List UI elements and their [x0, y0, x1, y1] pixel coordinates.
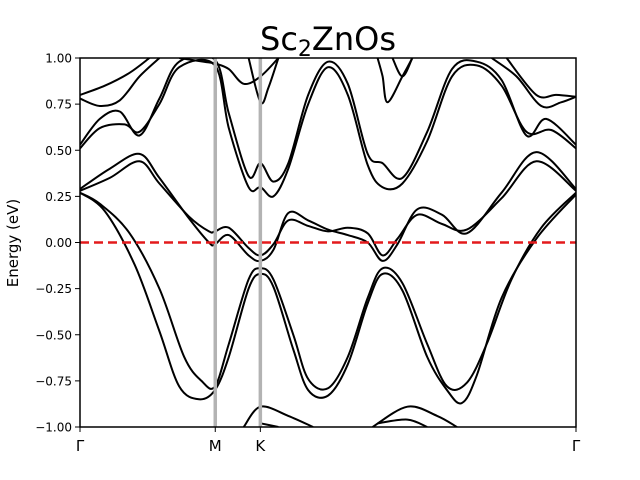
- band-line-3: [80, 151, 576, 263]
- band-line-11: [391, 58, 414, 78]
- band-line-17: [377, 418, 428, 427]
- band-line-14: [242, 405, 314, 427]
- band-line-4: [80, 58, 576, 198]
- band-line-0: [80, 191, 576, 391]
- band-line-10: [376, 58, 414, 104]
- y-axis-label: Energy (eV): [4, 199, 22, 287]
- chart-title: Sc2ZnOs: [260, 20, 396, 62]
- band-line-7: [80, 58, 151, 96]
- y-tick-label-1: −0.75: [35, 374, 72, 388]
- y-tick-label-8: 1.00: [45, 52, 72, 66]
- y-tick-label-6: 0.50: [45, 144, 72, 158]
- y-tick-label-4: 0.00: [45, 236, 72, 250]
- band-line-5: [80, 58, 576, 183]
- band-line-8: [179, 58, 280, 86]
- y-ticks-layer: −1.00 −0.75 −0.50 −0.25 0.00 0.25 0.50 0.75 1.00: [35, 52, 80, 435]
- kpoint-label-2: K: [255, 437, 266, 455]
- band-line-13: [505, 58, 576, 99]
- kpoint-label-1: M: [209, 437, 222, 455]
- kpoint-label-3: Γ: [572, 437, 581, 455]
- y-tick-label-3: −0.25: [35, 282, 72, 296]
- band-line-9: [247, 58, 280, 105]
- y-tick-label-2: −0.50: [35, 328, 72, 342]
- band-line-1: [80, 191, 576, 405]
- y-tick-label-7: 0.75: [45, 98, 72, 112]
- kpoint-lines-layer: [213, 58, 263, 427]
- y-tick-label-5: 0.25: [45, 190, 72, 204]
- band-line-12: [491, 58, 576, 109]
- y-tick-label-0: −1.00: [35, 421, 72, 435]
- title-subscript: 2: [298, 37, 312, 62]
- bands-layer: [80, 58, 576, 427]
- band-line-15: [372, 405, 458, 427]
- kpoint-label-0: Γ: [76, 437, 85, 455]
- band-line-6: [80, 58, 161, 108]
- title-rest: ZnOs: [312, 20, 396, 58]
- title-main: Sc: [260, 20, 298, 58]
